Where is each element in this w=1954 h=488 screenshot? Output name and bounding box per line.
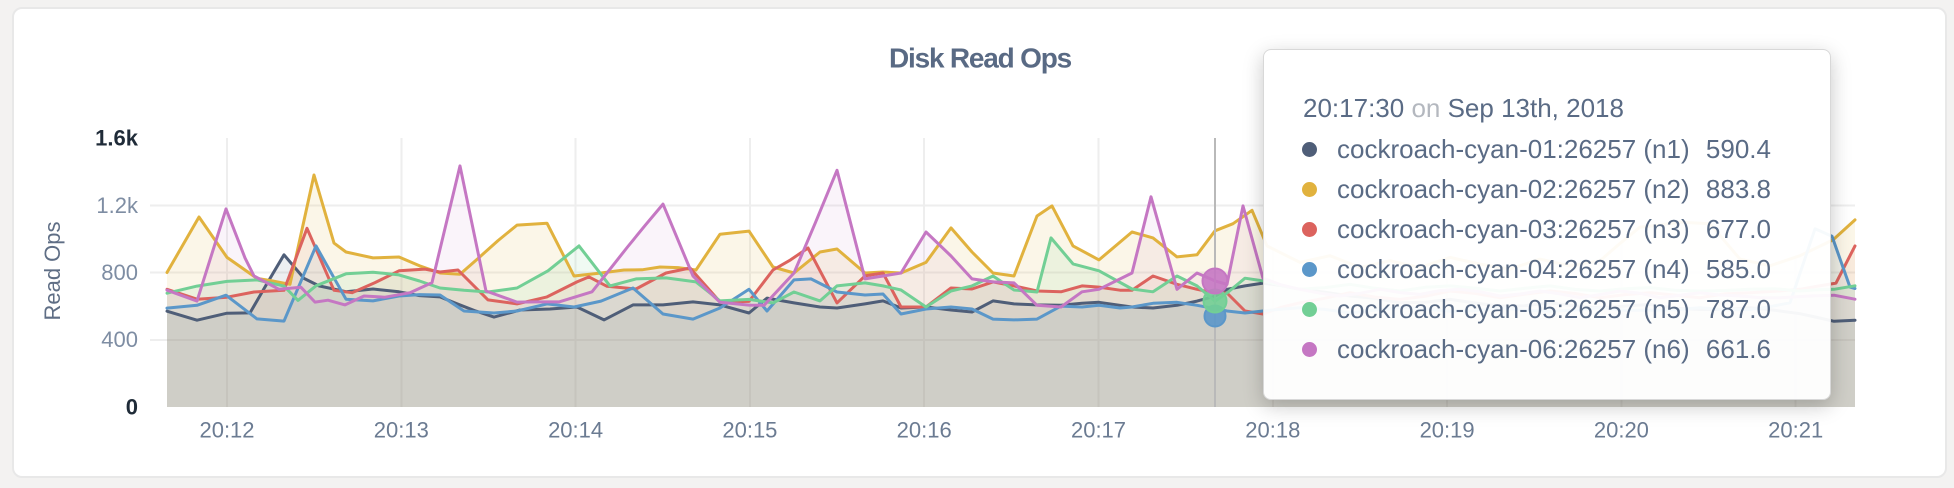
svg-text:800: 800 — [101, 260, 138, 285]
svg-text:20:17: 20:17 — [1071, 418, 1126, 443]
svg-text:400: 400 — [101, 327, 138, 352]
svg-text:1.6k: 1.6k — [95, 126, 139, 151]
svg-text:20:18: 20:18 — [1245, 418, 1300, 443]
svg-text:20:19: 20:19 — [1420, 418, 1475, 443]
svg-text:Read Ops: Read Ops — [40, 221, 65, 320]
svg-text:20:21: 20:21 — [1768, 418, 1823, 443]
svg-text:20:13: 20:13 — [374, 418, 429, 443]
svg-text:20:12: 20:12 — [199, 418, 254, 443]
svg-text:Disk Read Ops: Disk Read Ops — [889, 43, 1072, 74]
svg-text:20:15: 20:15 — [722, 418, 777, 443]
svg-text:20:20: 20:20 — [1594, 418, 1649, 443]
svg-text:0: 0 — [126, 395, 138, 420]
svg-text:1.2k: 1.2k — [96, 193, 139, 218]
svg-text:20:14: 20:14 — [548, 418, 603, 443]
svg-text:20:16: 20:16 — [897, 418, 952, 443]
